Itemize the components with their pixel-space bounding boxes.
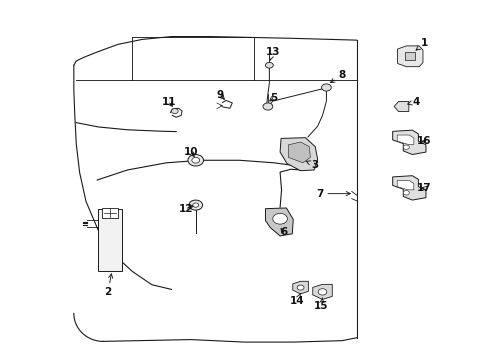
Text: 1: 1 [415,38,427,50]
Polygon shape [396,181,413,190]
Circle shape [265,62,273,68]
Text: 8: 8 [330,70,345,82]
Text: 2: 2 [104,274,112,297]
Bar [102,208,118,218]
Polygon shape [405,52,414,60]
Polygon shape [292,281,308,294]
Polygon shape [288,142,310,163]
Circle shape [192,203,198,207]
Polygon shape [265,208,293,236]
Text: 13: 13 [265,46,280,61]
Circle shape [403,145,408,149]
Text: 11: 11 [162,97,176,107]
Text: 3: 3 [305,160,318,170]
Polygon shape [396,135,413,144]
Text: 10: 10 [183,147,198,157]
Polygon shape [392,130,425,154]
Bar [98,209,122,271]
Text: 17: 17 [416,183,430,193]
Polygon shape [280,138,317,171]
Text: 6: 6 [279,227,286,237]
Circle shape [171,109,178,114]
Text: 7: 7 [316,189,349,199]
Circle shape [403,190,408,195]
Text: 4: 4 [407,97,419,107]
Text: 9: 9 [216,90,224,100]
Text: 14: 14 [289,293,304,306]
Circle shape [318,289,326,295]
Circle shape [191,157,199,163]
Polygon shape [312,284,331,300]
Circle shape [321,84,330,91]
Polygon shape [393,102,408,112]
Polygon shape [392,176,425,200]
Circle shape [187,154,203,166]
Polygon shape [397,46,422,67]
Text: 16: 16 [416,136,430,146]
Circle shape [272,213,287,224]
Text: 15: 15 [314,298,328,311]
Circle shape [297,285,304,290]
Text: 5: 5 [269,93,277,103]
Circle shape [188,200,202,210]
Circle shape [263,103,272,110]
Text: 12: 12 [179,204,193,214]
